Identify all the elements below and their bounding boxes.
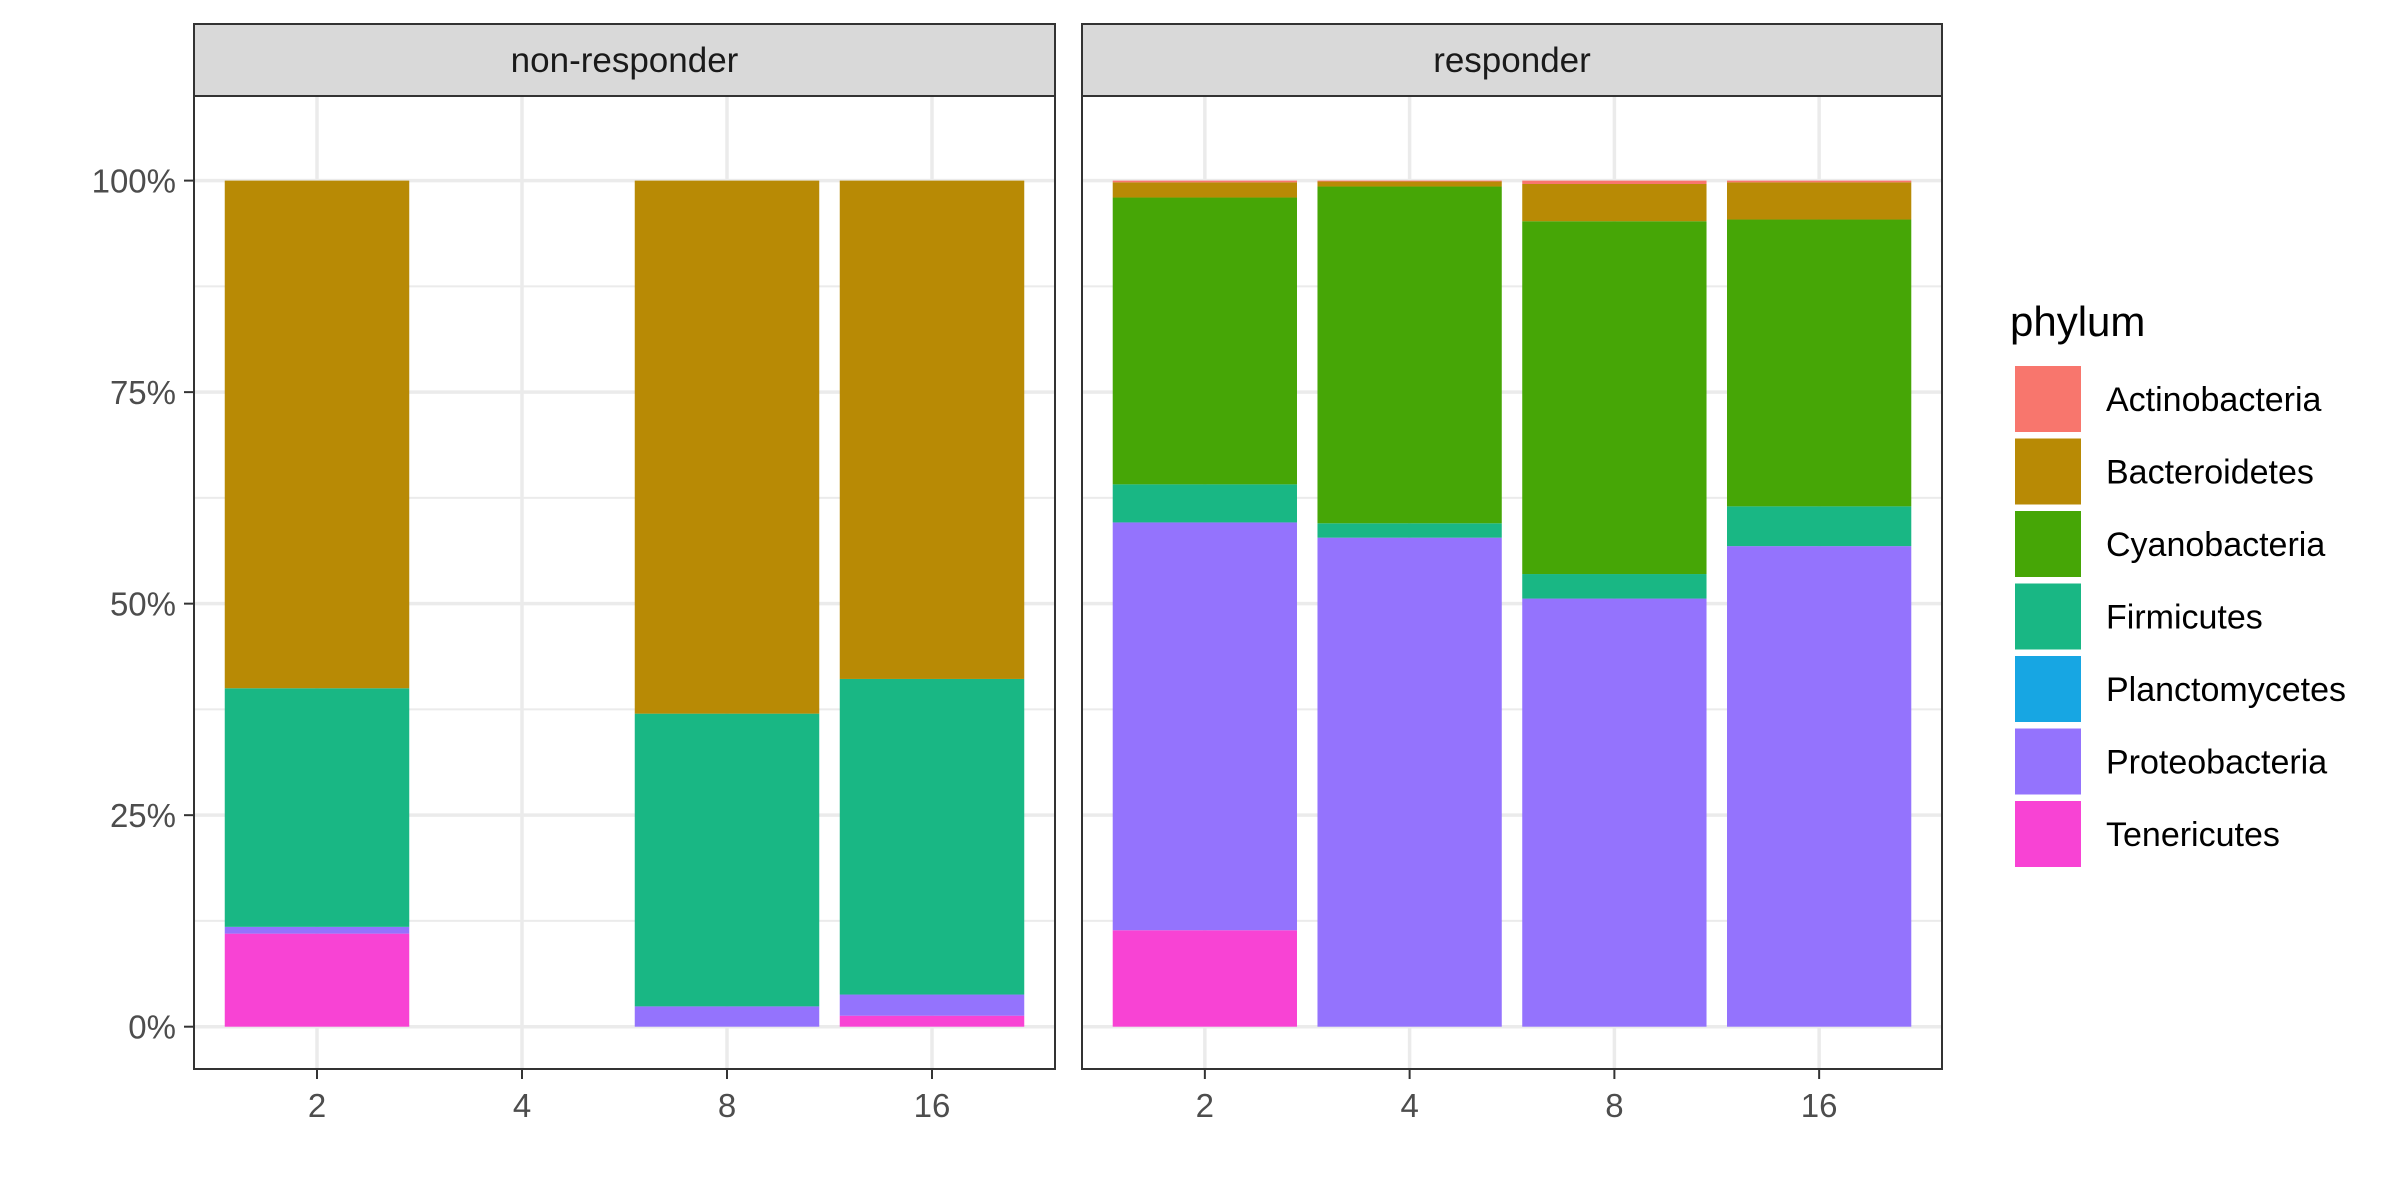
y-tick-label: 0%: [128, 1009, 176, 1046]
legend-title: phylum: [2010, 298, 2145, 345]
bar-segment-firmicutes-8: [1522, 574, 1707, 599]
legend-key-planctomycetes: [2015, 656, 2081, 722]
x-tick-label: 16: [914, 1087, 951, 1124]
bar-segment-actinobacteria-8: [1522, 180, 1707, 184]
bar-segment-tenericutes-16: [839, 1015, 1025, 1027]
bar-segment-proteobacteria-16: [839, 994, 1025, 1016]
x-tick-label: 16: [1801, 1087, 1838, 1124]
bar-segment-bacteroidetes-4: [1317, 181, 1502, 187]
legend-label: Actinobacteria: [2106, 381, 2322, 419]
facet-panel-non-responder: non-responder 2 4 8 16: [193, 23, 1056, 1124]
bar-segment-cyanobacteria-16: [1727, 219, 1912, 507]
bar-segment-bacteroidetes-16: [1727, 182, 1912, 220]
bar-segment-firmicutes-8: [634, 713, 820, 1007]
legend-key-actinobacteria: [2015, 366, 2081, 432]
bar-segment-cyanobacteria-4: [1317, 186, 1502, 524]
bar-segment-firmicutes-2: [1112, 484, 1297, 523]
legend-key-bacteroidetes: [2015, 438, 2081, 505]
bar-segment-tenericutes-2: [1112, 930, 1297, 1027]
x-tick-label: 2: [1196, 1087, 1214, 1124]
bar-segment-actinobacteria-4: [1317, 180, 1502, 182]
bar-segment-firmicutes-16: [839, 678, 1025, 995]
y-axis: 0% 25% 50% 75% 100%: [92, 163, 194, 1046]
facet-strip-label: responder: [1433, 41, 1591, 80]
x-tick-label: 4: [1400, 1087, 1418, 1124]
bar-segment-actinobacteria-2: [1112, 180, 1297, 183]
bar-segment-proteobacteria-4: [1317, 537, 1502, 1027]
bar-segment-bacteroidetes-16: [839, 180, 1025, 679]
x-tick-label: 8: [1605, 1087, 1623, 1124]
legend-key-tenericutes: [2015, 801, 2081, 867]
y-tick-label: 100%: [92, 163, 176, 200]
bar-segment-bacteroidetes-8: [634, 180, 820, 714]
legend-label: Tenericutes: [2106, 816, 2280, 854]
legend-key-firmicutes: [2015, 583, 2081, 650]
legend-label: Firmicutes: [2106, 599, 2263, 637]
y-tick-label: 50%: [110, 586, 176, 623]
bar-segment-proteobacteria-16: [1727, 546, 1912, 1027]
y-tick-label: 75%: [110, 374, 176, 411]
bar-segment-bacteroidetes-2: [1112, 182, 1297, 198]
bar-segment-firmicutes-2: [224, 688, 410, 927]
legend-label: Planctomycetes: [2106, 671, 2346, 709]
bar-segment-cyanobacteria-2: [1112, 197, 1297, 485]
bar-segment-firmicutes-4: [1317, 523, 1502, 538]
x-tick-label: 4: [513, 1087, 531, 1124]
bar-segment-cyanobacteria-8: [1522, 221, 1707, 575]
bar-segment-proteobacteria-8: [634, 1006, 820, 1027]
facet-strip-label: non-responder: [511, 41, 739, 80]
y-tick-label: 25%: [110, 797, 176, 834]
legend-label: Bacteroidetes: [2106, 454, 2314, 492]
legend: phylum Actinobacteria Bacteroidetes Cyanob…: [2010, 298, 2346, 867]
facet-strip: [193, 23, 1056, 97]
x-tick-label: 8: [718, 1087, 736, 1124]
facet-panel-responder: responder 2 4 8 16: [1081, 23, 1943, 1124]
legend-key-proteobacteria: [2015, 728, 2081, 795]
bar-segment-proteobacteria-2: [224, 926, 410, 934]
bar-segment-proteobacteria-8: [1522, 598, 1707, 1027]
legend-label: Proteobacteria: [2106, 744, 2327, 782]
bar-segment-actinobacteria-16: [1727, 180, 1912, 183]
bar-segment-firmicutes-16: [1727, 506, 1912, 547]
facet-strip: [1081, 23, 1943, 97]
bar-segment-bacteroidetes-2: [224, 180, 410, 689]
bar-segment-tenericutes-2: [224, 933, 410, 1027]
bar-segment-proteobacteria-2: [1112, 522, 1297, 931]
x-tick-label: 2: [308, 1087, 326, 1124]
facet-panels: non-responder 2 4 8 16 responder 2 4 8 16: [193, 23, 1943, 1124]
legend-label: Cyanobacteria: [2106, 526, 2325, 564]
legend-key-cyanobacteria: [2015, 511, 2081, 577]
bar-segment-bacteroidetes-8: [1522, 183, 1707, 222]
